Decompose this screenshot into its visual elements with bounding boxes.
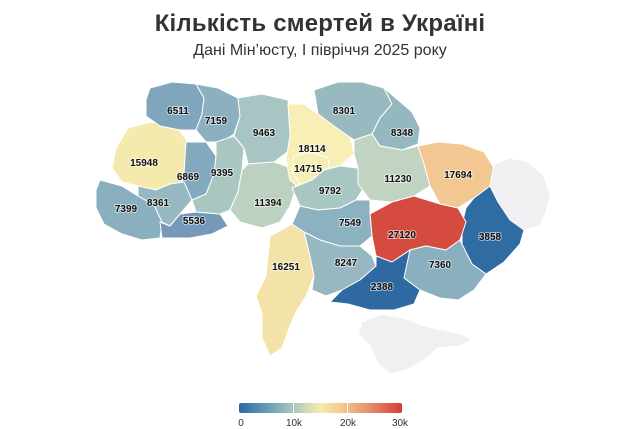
legend-color-scale	[239, 403, 402, 413]
region-kherson[interactable]	[329, 249, 421, 311]
legend-tick	[347, 403, 348, 413]
value-label-kharkiv: 17694	[444, 170, 472, 181]
legend-tick	[293, 403, 294, 413]
value-label-zhytomyr: 9463	[253, 128, 276, 139]
region-crimea[interactable]	[357, 313, 473, 375]
value-label-vinnytsia: 11394	[254, 198, 282, 209]
value-label-chernihiv: 8301	[333, 106, 356, 117]
value-label-khmelnytskyi: 9395	[211, 168, 234, 179]
value-label-ternopil: 6869	[177, 172, 200, 183]
page-title: Кількість смертей в Україні	[154, 10, 486, 37]
value-label-chernivtsi: 5536	[183, 216, 206, 227]
value-label-lviv: 15948	[130, 158, 158, 169]
value-label-zakarpattia: 7399	[115, 204, 138, 215]
value-label-poltava: 11230	[384, 174, 412, 185]
value-label-cherkasy: 9792	[319, 186, 342, 197]
value-label-ivano-frankivsk: 8361	[147, 198, 170, 209]
value-label-kyiv-city: 14715	[294, 164, 322, 175]
value-label-kirovohrad: 7549	[339, 218, 362, 229]
value-label-kherson: 2388	[371, 282, 394, 293]
legend-label-30k: 30k	[391, 418, 409, 429]
value-label-dnipropetrovsk: 27120	[388, 230, 416, 241]
page-subtitle: Дані Мін’юсту, І півріччя 2025 року	[193, 42, 447, 59]
value-label-sumy: 8348	[391, 128, 414, 139]
region-rivne[interactable]	[195, 83, 241, 143]
legend-label-20k: 20k	[339, 418, 357, 429]
region-zakarpattia[interactable]	[95, 179, 163, 241]
region-odesa[interactable]	[255, 223, 315, 357]
value-label-mykolaiv: 8247	[335, 258, 358, 269]
value-label-kyiv-oblast: 18114	[298, 144, 326, 155]
value-label-rivne: 7159	[205, 116, 228, 127]
legend-label-10k: 10k	[285, 418, 303, 429]
value-label-odesa: 16251	[272, 262, 300, 273]
value-label-donetsk: 3858	[479, 232, 502, 243]
value-label-zaporizhzhia: 7360	[429, 260, 452, 271]
region-poltava[interactable]	[353, 133, 431, 203]
legend-label-0: 0	[238, 418, 244, 429]
value-label-volyn: 6511	[167, 106, 189, 117]
region-chernivtsi[interactable]	[159, 211, 229, 239]
